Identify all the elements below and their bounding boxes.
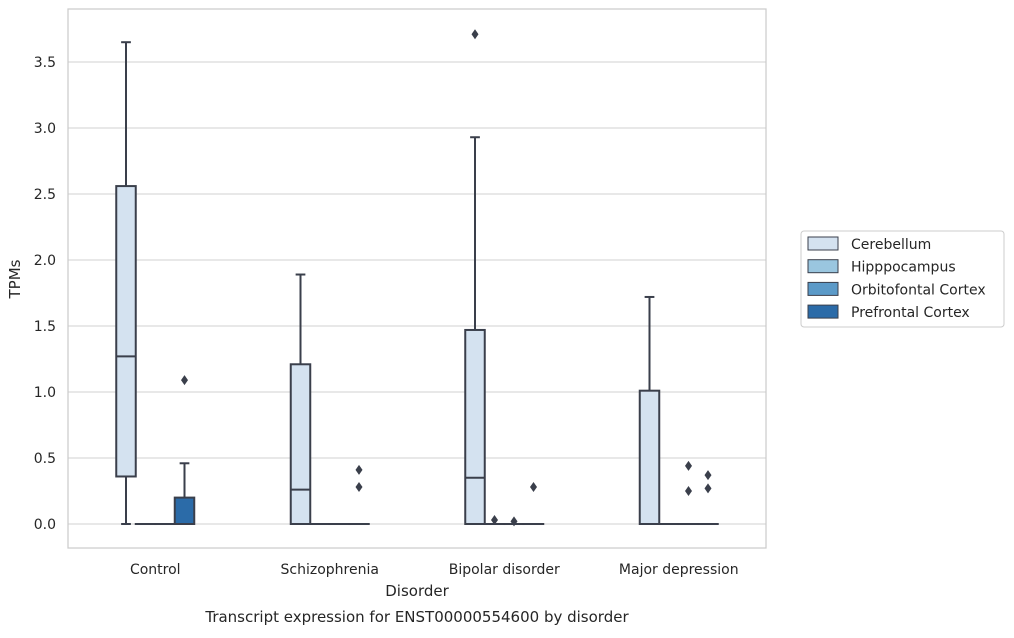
box-iqr (116, 186, 136, 476)
y-tick-label: 3.5 (34, 55, 56, 71)
legend-swatch (808, 305, 838, 318)
y-tick-label: 2.5 (34, 187, 56, 203)
x-tick-label: Bipolar disorder (449, 562, 560, 578)
chart-caption: Transcript expression for ENST0000055460… (204, 608, 629, 626)
legend-label: Prefrontal Cortex (851, 305, 970, 321)
legend-label: Cerebellum (851, 237, 931, 253)
legend-label: Orbitofontal Cortex (851, 282, 986, 298)
x-axis-label: Disorder (385, 582, 449, 600)
x-tick-label: Control (130, 562, 181, 578)
box-iqr (175, 498, 195, 524)
box-iqr (465, 330, 485, 524)
y-tick-label: 1.0 (34, 385, 56, 401)
y-tick-label: 0.0 (34, 517, 56, 533)
legend: Cerebellum Hipppocampus Orbitofontal Corte… (801, 231, 1004, 327)
y-tick-label: 0.5 (34, 451, 56, 467)
legend-swatch (808, 260, 838, 273)
legend-swatch (808, 282, 838, 295)
legend-label: Hipppocampus (851, 260, 956, 276)
x-tick-label: Schizophrenia (281, 562, 379, 578)
y-axis-label: TPMs (6, 259, 24, 299)
y-tick-label: 3.0 (34, 121, 56, 137)
legend-swatch (808, 237, 838, 250)
box-iqr (291, 364, 311, 524)
y-tick-label: 1.5 (34, 319, 56, 335)
y-tick-label: 2.0 (34, 253, 56, 269)
box-iqr (640, 391, 660, 524)
x-tick-label: Major depression (619, 562, 739, 578)
